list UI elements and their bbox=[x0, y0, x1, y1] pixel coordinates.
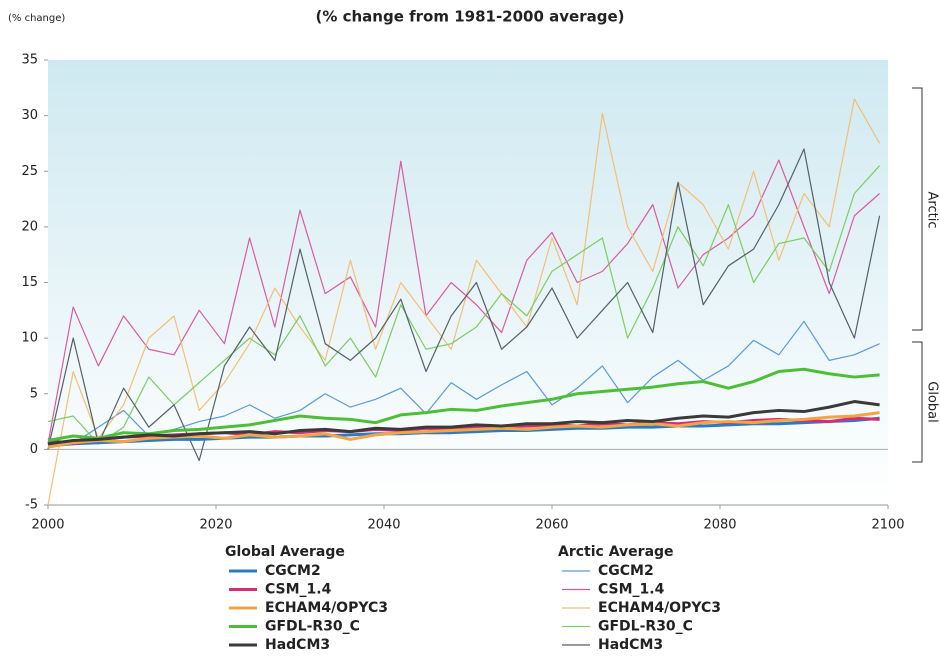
legend-label: HadCM3 bbox=[598, 637, 663, 653]
y-tick-label: 10 bbox=[21, 331, 38, 346]
y-tick-label: 20 bbox=[21, 219, 38, 234]
series-line bbox=[47, 411, 880, 449]
legend-label: CGCM2 bbox=[265, 563, 321, 579]
global-bracket bbox=[912, 341, 923, 463]
series-line bbox=[47, 367, 880, 442]
series-line bbox=[47, 416, 880, 448]
y-axis-label: (% change) bbox=[8, 13, 65, 24]
legend-label: ECHAM4/OPYC3 bbox=[598, 600, 721, 616]
y-tick-label: 5 bbox=[30, 386, 38, 401]
legend-label: GFDL-R30_C bbox=[265, 619, 360, 635]
chart-title: (% change from 1981-2000 average) bbox=[316, 8, 625, 26]
series-line bbox=[47, 320, 880, 445]
series-line bbox=[47, 159, 880, 444]
legend-heading: Global Average bbox=[225, 544, 345, 560]
y-tick-label: 30 bbox=[21, 108, 38, 123]
x-tick-label: 2060 bbox=[535, 518, 568, 533]
legend-label: HadCM3 bbox=[265, 637, 330, 653]
y-tick-label: 0 bbox=[30, 442, 38, 457]
arctic-bracket bbox=[912, 87, 923, 331]
y-tick-label: 25 bbox=[21, 164, 38, 179]
x-tick-label: 2020 bbox=[199, 518, 232, 533]
legend-label: CGCM2 bbox=[598, 563, 654, 579]
series-line bbox=[47, 148, 881, 462]
y-tick-label: 15 bbox=[21, 275, 38, 290]
legend-label: GFDL-R30_C bbox=[598, 619, 693, 635]
legend-heading: Arctic Average bbox=[558, 544, 674, 560]
x-tick-label: 2000 bbox=[31, 518, 64, 533]
series-line bbox=[47, 98, 881, 506]
arctic-label: Arctic bbox=[925, 192, 940, 229]
legend-label: CSM_1.4 bbox=[265, 582, 332, 598]
global-label: Global bbox=[925, 381, 940, 422]
y-tick-label: 35 bbox=[21, 53, 38, 68]
series-line bbox=[47, 400, 880, 446]
x-tick-label: 2040 bbox=[367, 518, 400, 533]
x-tick-label: 2100 bbox=[871, 518, 904, 533]
x-tick-label: 2080 bbox=[703, 518, 736, 533]
legend-label: CSM_1.4 bbox=[598, 582, 665, 598]
series-line bbox=[47, 165, 881, 445]
legend-label: ECHAM4/OPYC3 bbox=[265, 600, 388, 616]
y-tick-label: -5 bbox=[25, 498, 38, 513]
